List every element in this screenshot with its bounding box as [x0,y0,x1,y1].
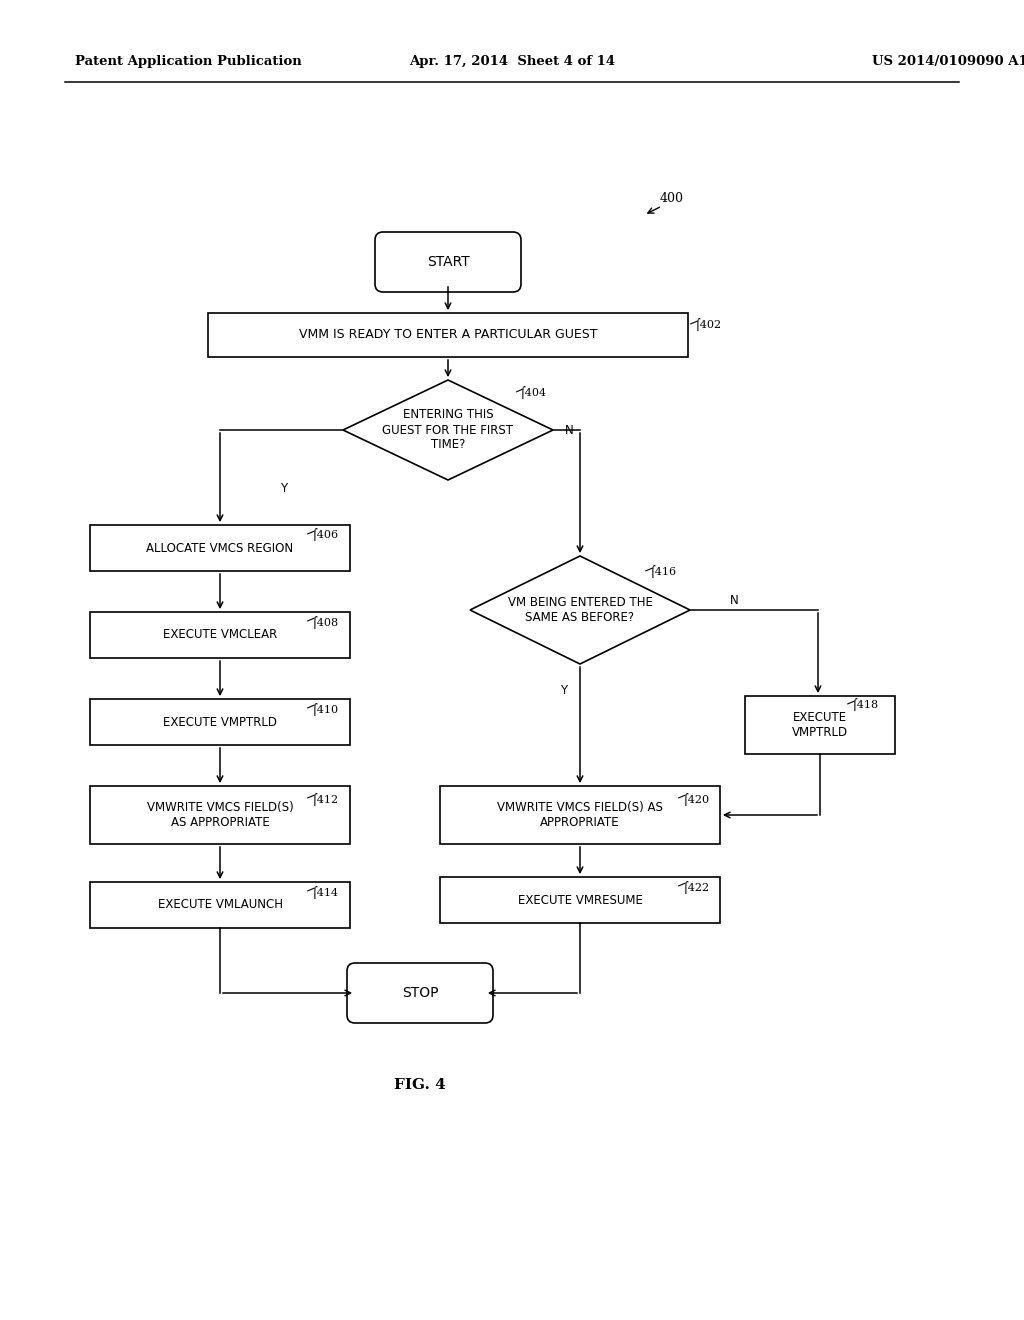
Text: N: N [730,594,738,606]
Text: EXECUTE VMRESUME: EXECUTE VMRESUME [517,894,642,907]
Text: ⌠410: ⌠410 [312,704,339,715]
Text: ⌠420: ⌠420 [683,793,710,807]
FancyBboxPatch shape [347,964,493,1023]
FancyBboxPatch shape [90,700,350,744]
Text: ⌠414: ⌠414 [312,886,339,899]
Text: ⌠412: ⌠412 [312,793,339,807]
Text: ENTERING THIS
GUEST FOR THE FIRST
TIME?: ENTERING THIS GUEST FOR THE FIRST TIME? [383,408,513,451]
Text: Apr. 17, 2014  Sheet 4 of 14: Apr. 17, 2014 Sheet 4 of 14 [409,55,615,69]
FancyBboxPatch shape [90,882,350,928]
FancyBboxPatch shape [440,785,720,843]
FancyBboxPatch shape [745,696,895,754]
Text: ⌠404: ⌠404 [520,385,547,399]
FancyBboxPatch shape [375,232,521,292]
Text: FIG. 4: FIG. 4 [394,1078,445,1092]
Text: Y: Y [280,482,287,495]
Text: EXECUTE VMLAUNCH: EXECUTE VMLAUNCH [158,899,283,912]
FancyBboxPatch shape [208,313,688,356]
Text: ⌠408: ⌠408 [312,616,339,630]
Text: Patent Application Publication: Patent Application Publication [75,55,302,69]
Text: ⌠422: ⌠422 [683,880,710,894]
Text: EXECUTE
VMPTRLD: EXECUTE VMPTRLD [792,711,848,739]
Polygon shape [470,556,690,664]
Text: 400: 400 [660,191,684,205]
Text: VMWRITE VMCS FIELD(S) AS
APPROPRIATE: VMWRITE VMCS FIELD(S) AS APPROPRIATE [497,801,663,829]
Text: N: N [565,424,573,437]
Text: VM BEING ENTERED THE
SAME AS BEFORE?: VM BEING ENTERED THE SAME AS BEFORE? [508,597,652,624]
Text: Y: Y [560,684,567,697]
Text: EXECUTE VMPTRLD: EXECUTE VMPTRLD [163,715,278,729]
FancyBboxPatch shape [90,612,350,657]
Text: EXECUTE VMCLEAR: EXECUTE VMCLEAR [163,628,278,642]
Text: VMM IS READY TO ENTER A PARTICULAR GUEST: VMM IS READY TO ENTER A PARTICULAR GUEST [299,329,597,342]
Text: STOP: STOP [401,986,438,1001]
Text: VMWRITE VMCS FIELD(S)
AS APPROPRIATE: VMWRITE VMCS FIELD(S) AS APPROPRIATE [146,801,293,829]
Text: START: START [427,255,469,269]
Text: ⌠406: ⌠406 [312,528,339,541]
FancyBboxPatch shape [90,785,350,843]
FancyBboxPatch shape [90,525,350,572]
Polygon shape [343,380,553,480]
Text: ALLOCATE VMCS REGION: ALLOCATE VMCS REGION [146,541,294,554]
Text: ⌠402: ⌠402 [695,318,722,331]
Text: US 2014/0109090 A1: US 2014/0109090 A1 [872,55,1024,69]
Text: ⌠416: ⌠416 [650,565,677,578]
FancyBboxPatch shape [440,876,720,923]
Text: ⌠418: ⌠418 [852,698,880,711]
